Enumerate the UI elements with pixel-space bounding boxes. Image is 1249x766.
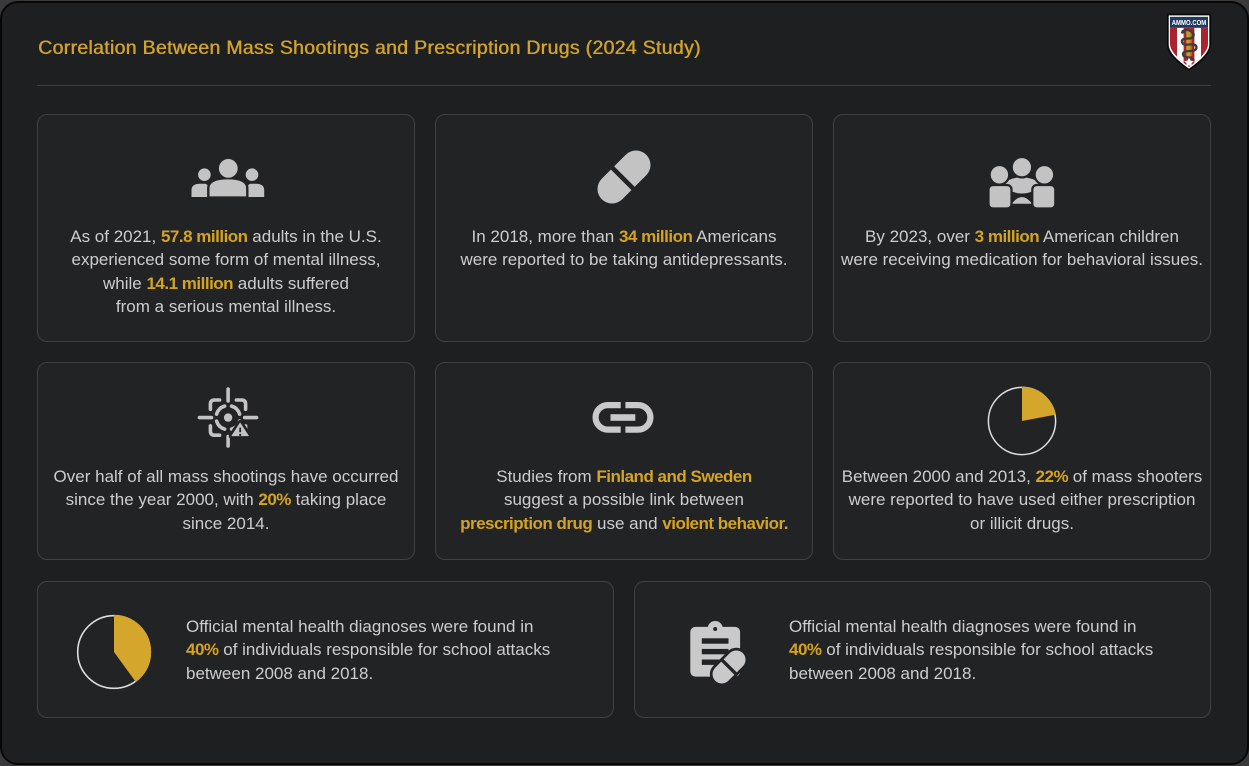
svg-text:AMMO.COM: AMMO.COM: [1172, 18, 1207, 27]
